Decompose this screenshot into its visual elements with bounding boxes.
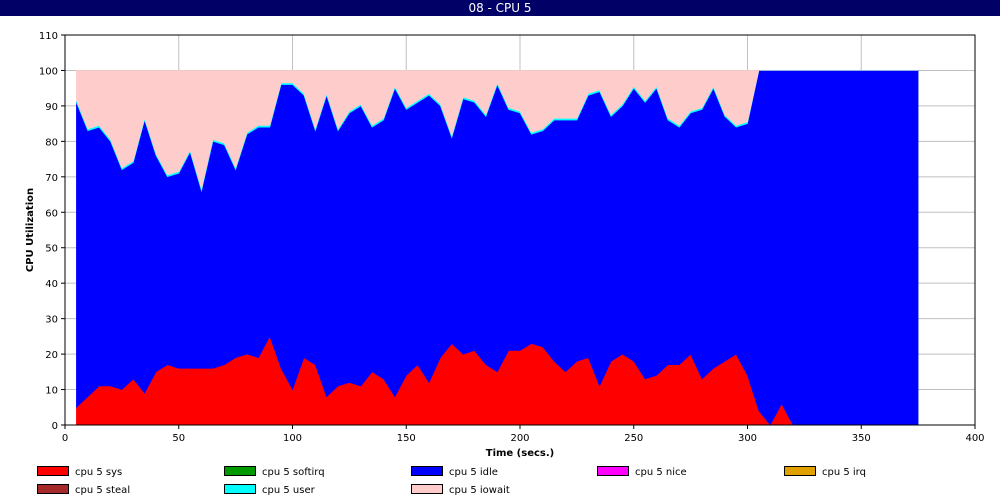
y-tick-label: 110 bbox=[39, 31, 58, 42]
y-tick-label: 100 bbox=[39, 66, 58, 77]
legend-swatch bbox=[597, 466, 629, 476]
y-tick-label: 40 bbox=[45, 279, 58, 290]
legend-label: cpu 5 idle bbox=[449, 467, 498, 478]
y-tick-label: 80 bbox=[45, 137, 58, 148]
x-tick-label: 0 bbox=[62, 433, 68, 444]
legend-item: cpu 5 user bbox=[224, 484, 315, 497]
y-tick-label: 20 bbox=[45, 350, 58, 361]
legend-item: cpu 5 idle bbox=[411, 466, 498, 479]
x-tick-label: 350 bbox=[852, 433, 871, 444]
legend-item: cpu 5 softirq bbox=[224, 466, 325, 479]
x-tick-label: 150 bbox=[397, 433, 416, 444]
legend-label: cpu 5 iowait bbox=[449, 485, 510, 496]
legend-label: cpu 5 softirq bbox=[262, 467, 325, 478]
legend-label: cpu 5 nice bbox=[635, 467, 687, 478]
x-tick-label: 50 bbox=[172, 433, 185, 444]
y-tick-label: 60 bbox=[45, 208, 58, 219]
legend-swatch bbox=[224, 484, 256, 494]
legend-label: cpu 5 sys bbox=[75, 467, 123, 478]
chart-title: 08 - CPU 5 bbox=[0, 0, 1000, 16]
legend-item: cpu 5 steal bbox=[37, 484, 131, 497]
legend-label: cpu 5 user bbox=[262, 485, 315, 496]
legend-swatch bbox=[784, 466, 816, 476]
y-axis-label: CPU Utilization bbox=[25, 188, 36, 272]
legend-swatch bbox=[37, 484, 69, 494]
legend-label: cpu 5 steal bbox=[75, 485, 131, 496]
legend-swatch bbox=[37, 466, 69, 476]
legend-item: cpu 5 sys bbox=[37, 466, 123, 479]
y-tick-label: 30 bbox=[45, 315, 58, 326]
area-series-7 bbox=[76, 70, 919, 191]
cpu-utilization-chart: 0 10 20 30 40 50 60 70 80 90 100 110 0 50 100 150 200 250… bbox=[25, 31, 985, 459]
legend-swatch bbox=[411, 484, 443, 494]
y-tick-label: 70 bbox=[45, 173, 58, 184]
legend-label: cpu 5 irq bbox=[822, 467, 866, 478]
y-tick-label: 10 bbox=[45, 386, 58, 397]
y-tick-label: 90 bbox=[45, 102, 58, 113]
legend-item: cpu 5 irq bbox=[784, 466, 866, 479]
legend-item: cpu 5 nice bbox=[597, 466, 687, 479]
x-tick-label: 300 bbox=[738, 433, 757, 444]
x-tick-label: 100 bbox=[283, 433, 302, 444]
legend-swatch bbox=[411, 466, 443, 476]
legend-swatch bbox=[224, 466, 256, 476]
legend-item: cpu 5 iowait bbox=[411, 484, 510, 497]
y-tick-label: 0 bbox=[52, 421, 58, 432]
legend: cpu 5 sys cpu 5 softirq cpu 5 idle cpu 5 ni… bbox=[0, 464, 1000, 504]
y-tick-label: 50 bbox=[45, 244, 58, 255]
x-tick-label: 250 bbox=[624, 433, 643, 444]
x-tick-label: 400 bbox=[965, 433, 984, 444]
x-tick-label: 200 bbox=[510, 433, 529, 444]
x-axis-label: Time (secs.) bbox=[486, 448, 555, 459]
